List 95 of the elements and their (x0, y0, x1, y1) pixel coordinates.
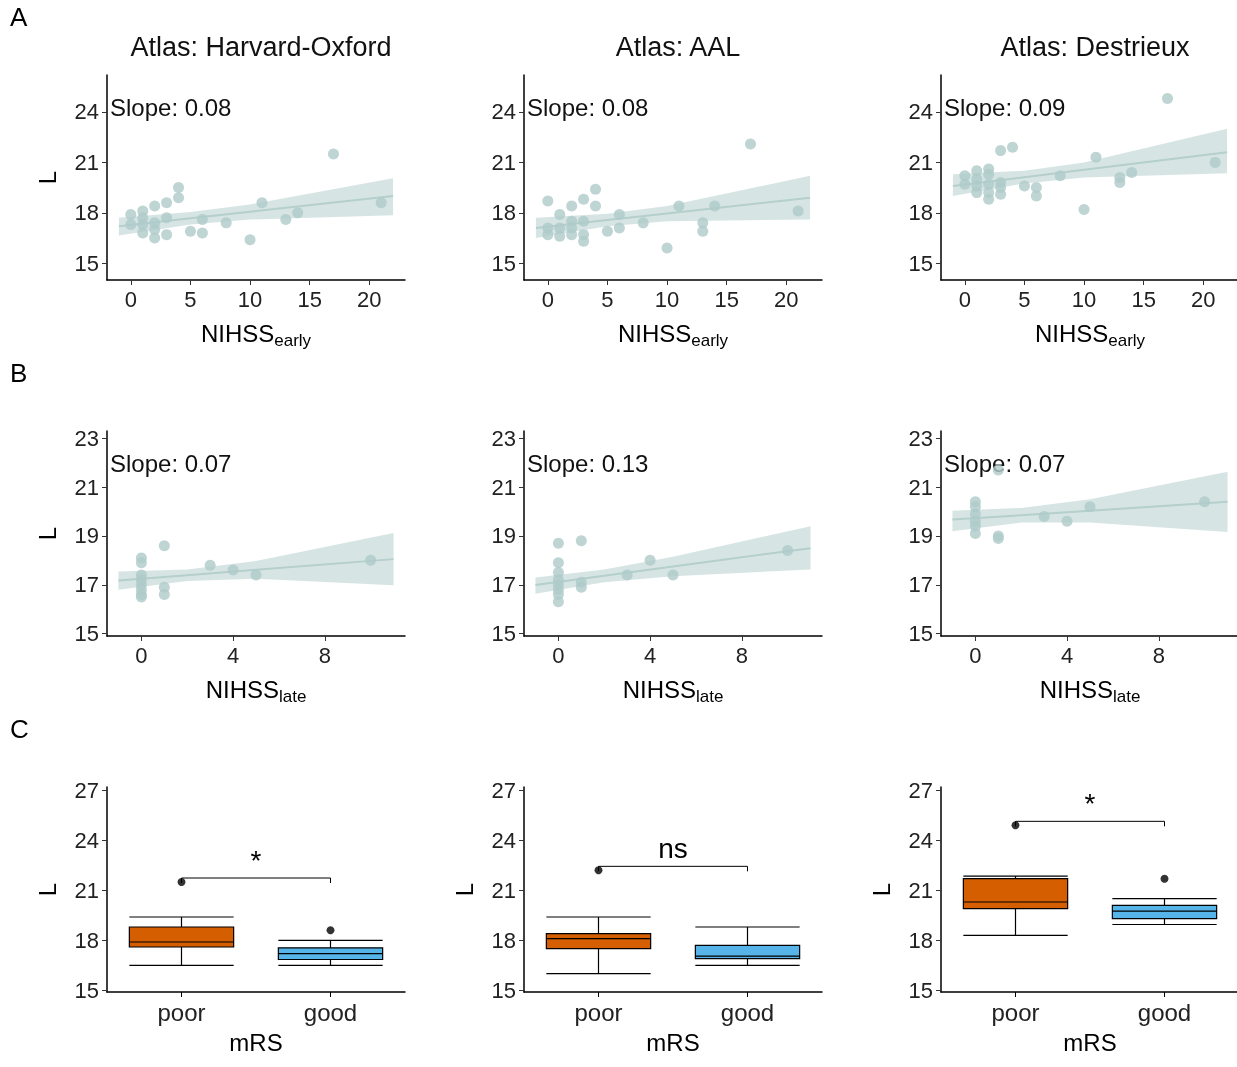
annotation: Slope: 0.09 (944, 93, 1066, 121)
annotation: Slope: 0.08 (110, 93, 232, 121)
annotation: * (1084, 787, 1096, 819)
x-tick-label: good (303, 998, 358, 1026)
x-tick-label: 20 (1191, 286, 1216, 312)
y-tick-label: 18 (491, 200, 516, 226)
x-tick-label: poor (574, 998, 623, 1026)
x-tick-label: good (720, 998, 775, 1026)
x-tick-label: 5 (1018, 286, 1031, 312)
y-tick-label: 15 (491, 250, 516, 276)
chart-title: Atlas: Destrieux (1000, 31, 1191, 62)
y-tick-label: 17 (908, 572, 933, 598)
y-tick-label: 21 (74, 474, 99, 500)
x-axis-title: mRS (1063, 1028, 1117, 1056)
x-tick-label: 5 (184, 286, 197, 312)
y-axis-title: L (33, 170, 61, 185)
x-tick-label: 0 (541, 286, 554, 312)
annotation: Slope: 0.07 (110, 449, 232, 477)
y-tick-label: 24 (908, 99, 933, 125)
y-tick-label: 24 (74, 99, 99, 125)
y-tick-label: 18 (908, 200, 933, 226)
x-tick-label: 15 (297, 286, 322, 312)
chart-title: Atlas: AAL (615, 31, 741, 62)
y-tick-label: 19 (908, 523, 933, 549)
y-tick-label: 18 (74, 927, 99, 953)
y-tick-label: 15 (908, 250, 933, 276)
text: C (10, 714, 29, 744)
y-tick-label: 21 (491, 149, 516, 175)
x-tick-label: 0 (958, 286, 971, 312)
y-tick-label: 27 (74, 777, 99, 803)
x-tick-label: 8 (318, 642, 331, 668)
x-tick-label: 0 (135, 642, 148, 668)
y-tick-label: 21 (908, 877, 933, 903)
x-tick-label: 10 (654, 286, 680, 312)
y-tick-label: 21 (908, 149, 933, 175)
x-tick-label: 8 (735, 642, 748, 668)
y-tick-label: 23 (908, 425, 933, 451)
y-tick-label: 21 (74, 877, 99, 903)
y-tick-label: 21 (74, 149, 99, 175)
annotation: ns (658, 832, 688, 864)
x-tick-label: 4 (226, 642, 240, 668)
y-tick-label: 21 (491, 474, 516, 500)
annotation: Slope: 0.13 (527, 449, 649, 477)
y-axis-title: L (867, 882, 895, 897)
chart-title: Atlas: Harvard-Oxford (130, 31, 392, 62)
x-tick-label: 15 (714, 286, 739, 312)
y-tick-label: 24 (491, 827, 516, 853)
y-tick-label: 15 (74, 250, 99, 276)
x-tick-label: 15 (1131, 286, 1156, 312)
text: B (10, 358, 28, 388)
y-tick-label: 24 (491, 99, 516, 125)
y-tick-label: 24 (74, 827, 99, 853)
x-tick-label: 20 (774, 286, 799, 312)
y-tick-label: 15 (908, 621, 933, 647)
x-tick-label: 4 (643, 642, 657, 668)
x-tick-label: 20 (357, 286, 382, 312)
y-tick-label: 18 (491, 927, 516, 953)
x-axis-title: mRS (229, 1028, 283, 1056)
y-tick-label: 15 (491, 621, 516, 647)
y-tick-label: 23 (74, 425, 99, 451)
y-axis-title: L (33, 882, 61, 897)
y-tick-label: 15 (74, 621, 99, 647)
x-tick-label: poor (991, 998, 1040, 1026)
annotation: Slope: 0.08 (527, 93, 649, 121)
y-tick-label: 15 (74, 977, 99, 1003)
text: A (10, 2, 28, 32)
y-tick-label: 27 (491, 777, 516, 803)
annotation: Slope: 0.07 (944, 449, 1066, 477)
x-tick-label: 5 (601, 286, 614, 312)
y-tick-label: 17 (491, 572, 516, 598)
y-tick-label: 15 (908, 977, 933, 1003)
x-tick-label: 0 (969, 642, 982, 668)
annotation: * (250, 844, 262, 876)
y-tick-label: 15 (491, 977, 516, 1003)
x-tick-label: 10 (1071, 286, 1097, 312)
y-tick-label: 27 (908, 777, 933, 803)
y-tick-label: 21 (491, 877, 516, 903)
x-tick-label: good (1137, 998, 1192, 1026)
x-tick-label: 10 (237, 286, 263, 312)
y-axis-title: L (450, 882, 478, 897)
x-tick-label: 8 (1152, 642, 1165, 668)
y-tick-label: 21 (908, 474, 933, 500)
x-axis-title: mRS (646, 1028, 700, 1056)
x-tick-label: 0 (552, 642, 565, 668)
y-tick-label: 23 (491, 425, 516, 451)
y-tick-label: 19 (74, 523, 99, 549)
x-tick-label: 0 (124, 286, 137, 312)
y-tick-label: 19 (491, 523, 516, 549)
x-tick-label: 4 (1060, 642, 1074, 668)
y-tick-label: 18 (908, 927, 933, 953)
y-tick-label: 24 (908, 827, 933, 853)
y-axis-title: L (33, 526, 61, 541)
y-tick-label: 18 (74, 200, 99, 226)
y-tick-label: 17 (74, 572, 99, 598)
x-tick-label: poor (157, 998, 206, 1026)
